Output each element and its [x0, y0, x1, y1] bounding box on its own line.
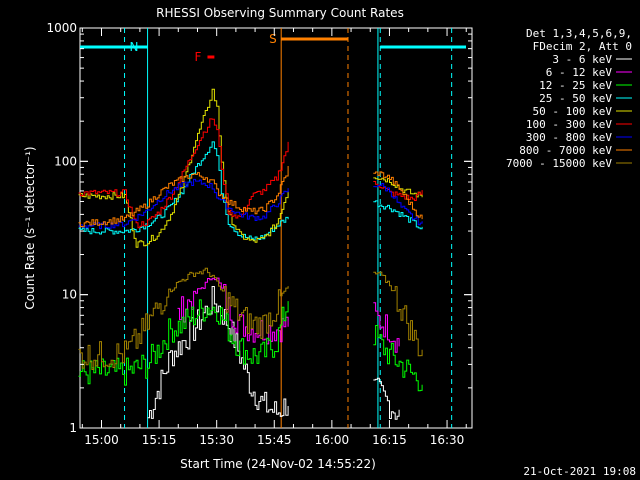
series-lines: [78, 88, 423, 420]
x-axis-label: Start Time (24-Nov-02 14:55:22): [180, 457, 376, 471]
observing-flags: N S F: [80, 28, 466, 428]
series-line-6: [78, 178, 289, 230]
legend-entry-label: 7000 - 15000 keV: [506, 157, 612, 170]
legend-entry-label: 300 - 800 keV: [526, 131, 612, 144]
x-tick-label: 15:15: [142, 433, 177, 447]
y-tick-label: 1: [69, 421, 77, 435]
legend-entry-label: 800 - 7000 keV: [519, 144, 612, 157]
y-tick-label: 1000: [46, 21, 77, 35]
series-line-2: [373, 325, 423, 392]
y-tick-label: 10: [62, 288, 77, 302]
series-line-7: [78, 166, 289, 228]
legend-entry-label: 50 - 100 keV: [533, 105, 613, 118]
series-line-5: [78, 118, 289, 229]
series-line-0: [147, 286, 289, 419]
legend-entry-label: 6 - 12 keV: [546, 66, 613, 79]
legend-header: Det 1,3,4,5,6,9,: [526, 27, 632, 40]
legend-entry-label: 25 - 50 keV: [539, 92, 612, 105]
series-line-0: [373, 377, 400, 420]
legend: Det 1,3,4,5,6,9,FDecim 2, Att 03 - 6 keV…: [506, 27, 632, 170]
series-line-1: [177, 277, 289, 345]
flare-label: F: [194, 50, 201, 64]
series-line-5: [373, 181, 423, 201]
y-tick-label: 100: [54, 154, 77, 168]
series-line-8: [78, 267, 289, 370]
chart-title: RHESSI Observing Summary Count Rates: [156, 6, 404, 20]
series-line-4: [78, 88, 289, 248]
night-label: N: [130, 40, 139, 54]
series-line-4: [373, 177, 423, 198]
series-line-8: [373, 271, 423, 357]
x-tick-label: 16:15: [372, 433, 407, 447]
legend-entry-label: 100 - 300 keV: [526, 118, 612, 131]
series-line-3: [373, 200, 423, 230]
x-tick-label: 16:00: [315, 433, 350, 447]
timestamp: 21-Oct-2021 19:08: [523, 465, 636, 478]
series-line-1: [373, 302, 400, 353]
legend-entry-label: 12 - 25 keV: [539, 79, 612, 92]
x-tick-label: 16:30: [430, 433, 465, 447]
x-tick-label: 15:45: [257, 433, 292, 447]
x-tick-label: 15:30: [199, 433, 234, 447]
legend-header: FDecim 2, Att 0: [533, 40, 632, 53]
x-tick-label: 15:00: [84, 433, 119, 447]
legend-entry-label: 3 - 6 keV: [552, 53, 612, 66]
series-line-2: [78, 299, 289, 386]
axis-ticks: 1 10 100 1000 15:00 15:15 15:30 15:45 16:00 16:15…: [46, 21, 472, 447]
y-axis-label: Count Rate (s⁻¹ detector⁻¹): [23, 146, 37, 309]
series-line-7: [373, 171, 423, 220]
series-line-6: [373, 183, 423, 226]
series-line-3: [78, 141, 289, 241]
saa-label: S: [269, 32, 277, 46]
